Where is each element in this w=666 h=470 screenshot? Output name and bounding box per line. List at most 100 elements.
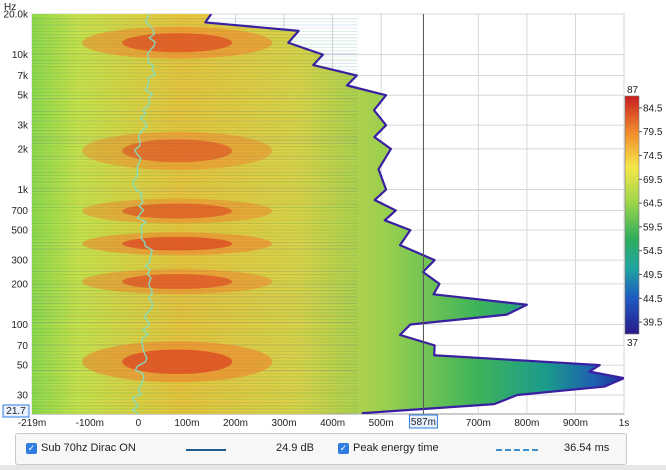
spectral-streak [32,395,358,397]
spectral-streak [32,296,358,298]
hot-band-core [122,203,233,219]
x-tick-label: 300m [272,418,297,429]
colorbar-max-label: 87 [627,85,639,96]
colorbar-tick-label: 59.5 [643,222,663,233]
x-tick-label: -219m [18,418,46,429]
spectral-streak [32,386,358,388]
spectral-streak [32,325,358,327]
spectral-streak [32,334,358,336]
spectral-streak [32,104,358,106]
spectral-streak [32,309,358,311]
spectral-streak [32,398,358,400]
spectral-streak [32,107,358,109]
legend-item-series1[interactable]: ✓ Sub 70hz Dirac ON [26,442,136,454]
spectral-streak [32,382,358,384]
spectral-streak [32,158,358,160]
spectral-streak [32,290,358,292]
spectral-streak [32,190,358,192]
spectral-streak [32,178,358,180]
hot-band-core [122,33,233,53]
spectral-streak [32,306,358,308]
y-tick-label: 3k [17,121,29,132]
spectral-streak [32,130,358,132]
spectral-streak [32,222,358,224]
spectral-streak [32,123,358,125]
spectral-streak [32,53,358,55]
spectral-streak [32,168,358,170]
series1-checkbox[interactable]: ✓ [26,442,37,454]
spectral-streak [32,24,358,26]
spectral-streak [32,155,358,157]
hot-band [82,131,273,170]
spectral-streak [32,302,358,304]
spectral-streak [32,312,358,314]
spectral-streak [32,216,358,218]
y-min-readout-box[interactable] [2,404,30,418]
hot-band-core [122,236,233,251]
spectral-streak [32,91,358,93]
series2-checkbox[interactable]: ✓ [338,442,349,454]
spectral-streak [32,126,358,128]
x-tick-label: 900m [563,418,588,429]
spectral-streak [32,146,358,148]
spectral-streak [32,184,358,186]
spectral-streak [32,66,358,68]
spectrogram-plot[interactable]: 20.0k10k7k5k3k2k1k700500300200100705030 … [0,0,666,432]
spectral-streak [32,264,358,266]
spectral-streak [32,213,358,215]
colorbar-tick-label: 79.5 [643,127,663,138]
peak-energy-trace [131,14,157,414]
spectral-streak [32,152,358,154]
cursor-readout-group[interactable]: 587m [408,414,438,429]
y-tick-label: 700 [11,206,28,217]
y-tick-label: 7k [17,71,29,82]
spectral-streak [32,117,358,119]
x-tick-label: 800m [514,418,539,429]
y-tick-label: 5k [17,91,29,102]
spectral-streak [32,322,358,324]
spectral-streak [32,318,358,320]
spectral-streak [32,405,358,407]
spectral-streak [32,18,358,20]
spectral-streak [32,139,358,141]
spectral-streak [32,85,358,87]
spectral-streak [32,136,358,138]
spectral-streak [32,261,358,263]
decay-edge [204,14,624,414]
colorbar-tick-label: 74.5 [643,151,663,162]
spectral-streak [32,270,358,272]
spectral-streak [32,62,358,64]
spectral-streak [32,389,358,391]
decay-envelope [32,14,624,414]
hot-band-core [122,274,233,290]
spectral-streak [32,194,358,196]
spectral-streak [32,226,358,228]
spectral-streak [32,149,358,151]
y-tick-label: 200 [11,279,28,290]
y-tick-label: 30 [17,391,29,402]
y-tick-label: 100 [11,320,28,331]
peak-energy-line [131,14,157,414]
series2-line-swatch [496,449,538,451]
spectral-streak [32,56,358,58]
y-tick-label: 1k [17,185,29,196]
y-min-readout: 21.7 [6,406,26,417]
spectral-streak [32,293,358,295]
colorbar-min-label: 37 [627,338,639,349]
spectral-streak [32,69,358,71]
y-axis-unit-label: Hz [4,2,16,13]
colorbar-tick-label: 39.5 [643,318,663,329]
spectral-streak [32,174,358,176]
spectral-streak [32,21,358,23]
y-tick-label: 50 [17,361,29,372]
spectral-streak [32,229,358,231]
cursor-readout-box[interactable] [408,414,438,429]
spectral-streak [32,338,358,340]
spectral-streak [32,88,358,90]
legend-item-series2[interactable]: ✓ Peak energy time [338,442,439,454]
spectral-streak [32,142,358,144]
legend-panel: ✓ Sub 70hz Dirac ON 24.9 dB ✓ Peak energ… [15,433,627,465]
x-tick-label: 200m [223,418,248,429]
spectral-streak [32,165,358,167]
x-tick-label: 1s [619,418,630,429]
